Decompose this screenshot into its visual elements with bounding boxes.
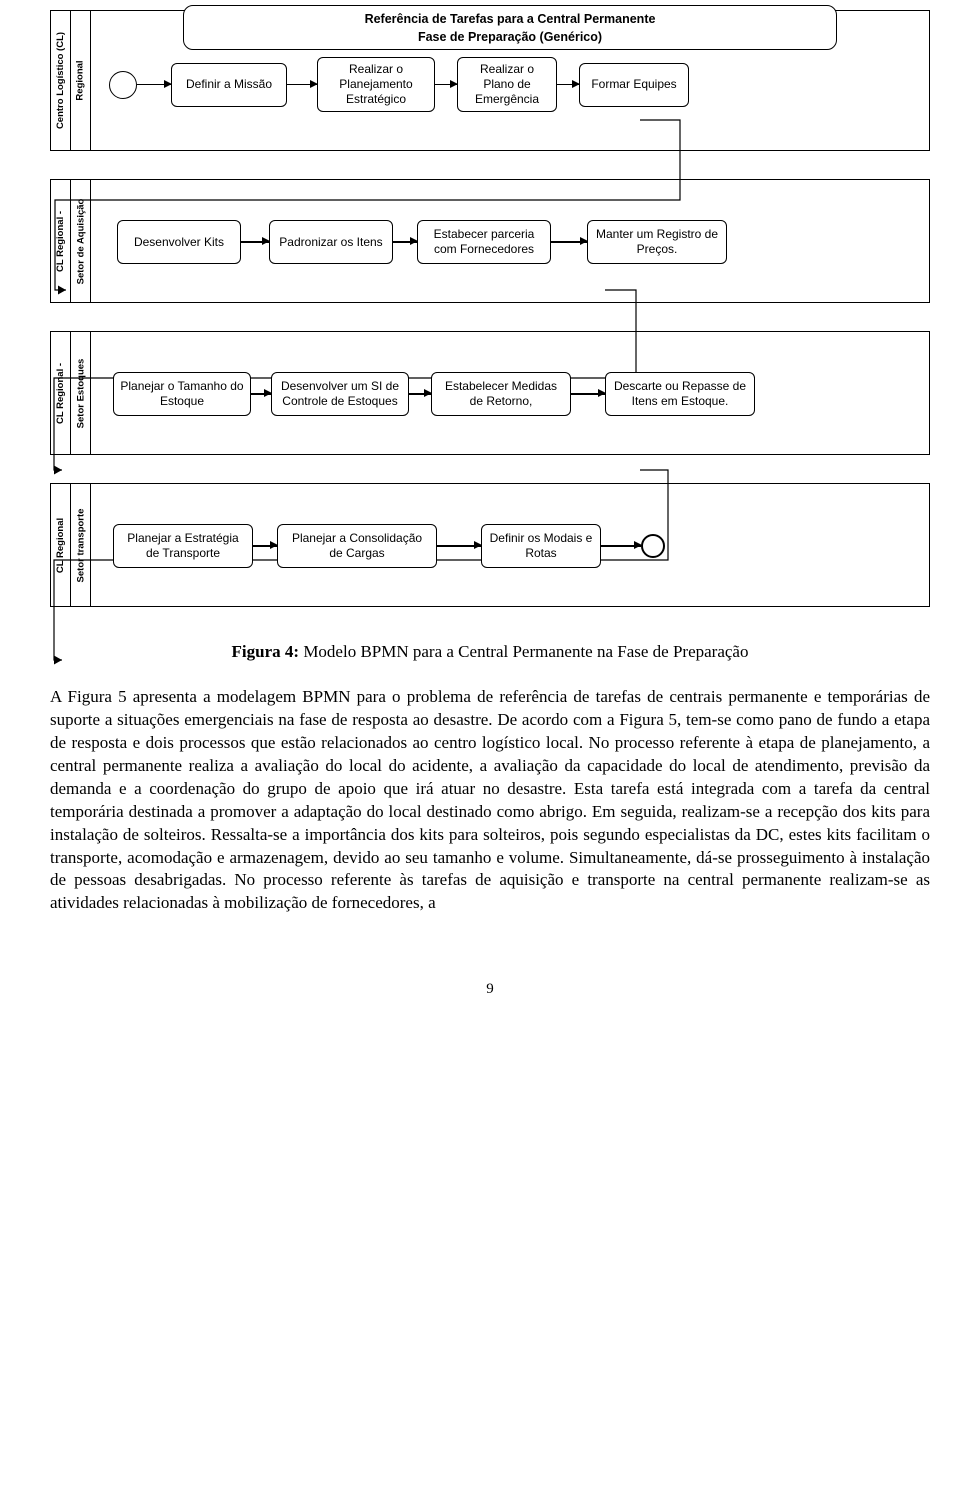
lane-transporte: CL Regional Setor transporte Planejar a … bbox=[50, 483, 930, 607]
pool-header: Referência de Tarefas para a Central Per… bbox=[91, 5, 929, 45]
flow bbox=[601, 545, 641, 546]
lane2-inner-label: Setor de Aquisição bbox=[70, 179, 90, 303]
lane1-outer-label: Centro Logístico (CL) bbox=[50, 10, 70, 151]
lane1-inner-label: Regional bbox=[70, 10, 90, 151]
flow bbox=[253, 545, 277, 546]
flow bbox=[571, 393, 605, 394]
task-definir-missao: Definir a Missão bbox=[171, 63, 287, 107]
flow bbox=[437, 545, 481, 546]
task-si-controle-estoques: Desenvolver um SI de Controle de Estoque… bbox=[271, 372, 409, 416]
lane3-inner-label: Setor Estoques bbox=[70, 331, 90, 455]
flow bbox=[435, 84, 457, 85]
pool-title-line1: Referência de Tarefas para a Central Per… bbox=[184, 10, 836, 28]
task-medidas-retorno: Estabelecer Medidas de Retorno, bbox=[431, 372, 571, 416]
figure-caption: Figura 4: Modelo BPMN para a Central Per… bbox=[50, 641, 930, 664]
flow bbox=[557, 84, 579, 85]
task-descarte-repasse: Descarte ou Repasse de Itens em Estoque. bbox=[605, 372, 755, 416]
flow bbox=[551, 241, 587, 242]
body-paragraph: A Figura 5 apresenta a modelagem BPMN pa… bbox=[50, 686, 930, 915]
task-modais-rotas: Definir os Modais e Rotas bbox=[481, 524, 601, 568]
lane-estoques: CL Regional - Setor Estoques Planejar o … bbox=[50, 331, 930, 455]
task-plano-emergencia: Realizar o Plano de Emergência bbox=[457, 57, 557, 112]
task-registro-precos: Manter um Registro de Preços. bbox=[587, 220, 727, 264]
task-formar-equipes: Formar Equipes bbox=[579, 63, 689, 107]
task-tamanho-estoque: Planejar o Tamanho do Estoque bbox=[113, 372, 251, 416]
task-planejamento-estrategico: Realizar o Planejamento Estratégico bbox=[317, 57, 435, 112]
pool-title-line2: Fase de Preparação (Genérico) bbox=[184, 28, 836, 46]
task-consolidacao-cargas: Planejar a Consolidação de Cargas bbox=[277, 524, 437, 568]
flow bbox=[241, 241, 269, 242]
lane-aquisicao: CL Regional - Setor de Aquisição Desenvo… bbox=[50, 179, 930, 303]
task-estrategia-transporte: Planejar a Estratégia de Transporte bbox=[113, 524, 253, 568]
flow bbox=[137, 84, 171, 85]
lane4-outer-label: CL Regional bbox=[50, 483, 70, 607]
lane4-inner-label: Setor transporte bbox=[70, 483, 90, 607]
task-desenvolver-kits: Desenvolver Kits bbox=[117, 220, 241, 264]
task-parceria-fornecedores: Estabecer parceria com Fornecedores bbox=[417, 220, 551, 264]
flow bbox=[409, 393, 431, 394]
end-event bbox=[641, 534, 665, 558]
start-event bbox=[109, 71, 137, 99]
flow bbox=[251, 393, 271, 394]
lane3-outer-label: CL Regional - bbox=[50, 331, 70, 455]
flow bbox=[287, 84, 317, 85]
lane2-outer-label: CL Regional - bbox=[50, 179, 70, 303]
flow bbox=[393, 241, 417, 242]
page-number: 9 bbox=[50, 981, 930, 998]
task-padronizar-itens: Padronizar os Itens bbox=[269, 220, 393, 264]
lane-cl-regional: Centro Logístico (CL) Regional Referênci… bbox=[50, 10, 930, 151]
